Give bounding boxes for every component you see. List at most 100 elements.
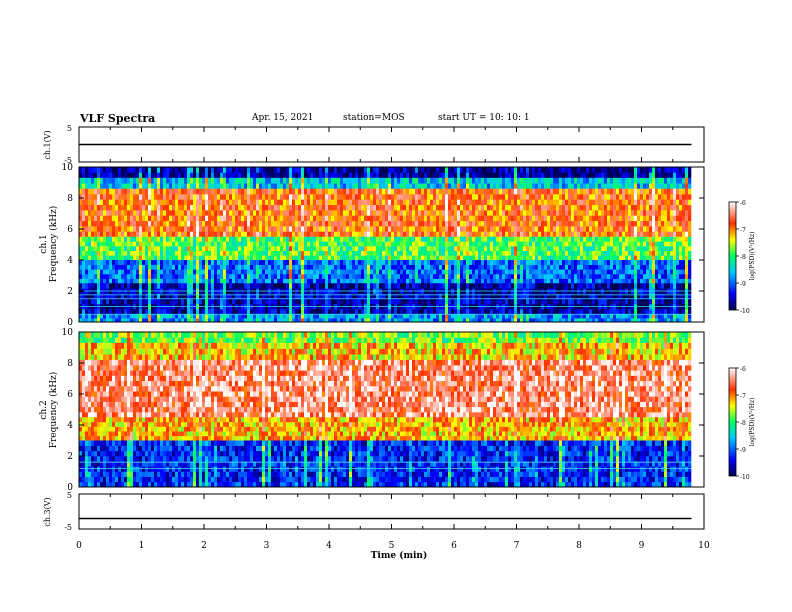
spectrogram-cell	[85, 236, 89, 242]
spectrogram-cell	[232, 293, 236, 300]
spectrogram-cell	[304, 318, 308, 323]
spectrogram-cell	[121, 241, 125, 247]
spectrogram-cell	[415, 255, 419, 261]
spectrogram-cell	[79, 278, 83, 284]
spectrogram-cell	[430, 177, 434, 184]
spectrogram-cell	[388, 255, 392, 261]
spectrogram-cell	[481, 215, 485, 222]
spectrogram-cell	[382, 283, 386, 289]
spectrogram-cell	[130, 204, 134, 211]
spectrogram-cell	[391, 167, 395, 173]
spectrogram-cell	[142, 298, 146, 305]
spectrogram-cell	[523, 283, 527, 289]
spectrogram-cell	[370, 255, 374, 261]
spectrogram-cell	[154, 283, 158, 289]
spectrogram-cell	[88, 318, 92, 323]
spectrogram-cell	[91, 215, 95, 222]
spectrogram-cell	[286, 269, 290, 275]
spectrogram-cell	[502, 204, 506, 211]
spectrogram-cell	[181, 183, 185, 189]
spectrogram-cell	[274, 260, 278, 265]
spectrogram-cell	[226, 318, 230, 323]
spectrogram-cell	[289, 236, 293, 242]
spectrogram-cell	[268, 264, 272, 270]
spectrogram-cell	[268, 199, 272, 206]
spectrogram-cell	[475, 283, 479, 289]
spectrogram-cell	[508, 314, 512, 319]
spectrogram-cell	[535, 309, 539, 315]
spectrogram-cell	[208, 246, 212, 251]
spectrogram-cell	[433, 318, 437, 323]
spectrogram-cell	[364, 269, 368, 275]
spectrogram-cell	[394, 255, 398, 261]
spectrogram-cell	[256, 246, 260, 251]
spectrogram-cell	[430, 188, 434, 195]
spectrogram-cell	[394, 194, 398, 200]
spectrogram-cell	[373, 246, 377, 251]
spectrogram-cell	[166, 210, 170, 216]
spectrogram-cell	[103, 318, 107, 323]
spectrogram-cell	[250, 273, 254, 279]
spectrogram-cell	[97, 167, 101, 173]
spectrogram-cell	[229, 241, 233, 247]
spectrogram-cell	[511, 318, 515, 323]
spectrogram-cell	[91, 210, 95, 216]
spectrogram-cell	[529, 199, 533, 206]
spectrogram-cell	[433, 298, 437, 305]
spectrogram-cell	[460, 220, 464, 227]
spectrogram-cell	[328, 269, 332, 275]
spectrogram-cell	[241, 226, 245, 232]
spectrogram-cell	[448, 250, 452, 256]
spectrogram-cell	[166, 177, 170, 184]
spectrogram-cell	[505, 231, 509, 238]
spectrogram-cell	[265, 188, 269, 195]
spectrogram-cell	[352, 260, 356, 265]
spectrogram-cell	[106, 264, 110, 270]
spectrogram-cell	[127, 241, 131, 247]
spectrogram-cell	[526, 172, 530, 179]
spectrogram-cell	[196, 236, 200, 242]
spectrogram-cell	[547, 260, 551, 265]
spectrogram-cell	[550, 298, 554, 305]
spectrogram-cell	[535, 199, 539, 206]
spectrogram-cell	[397, 298, 401, 305]
spectrogram-cell	[301, 241, 305, 247]
spectrogram-cell	[505, 236, 509, 242]
spectrogram-cell	[226, 167, 230, 173]
spectrogram-cell	[325, 250, 329, 256]
spectrogram-cell	[382, 226, 386, 232]
spectrogram-cell	[115, 194, 119, 200]
spectrogram-cell	[325, 188, 329, 195]
spectrogram-cell	[385, 236, 389, 242]
spectrogram-cell	[202, 309, 206, 315]
spectrogram-cell	[430, 283, 434, 289]
spectrogram-cell	[505, 199, 509, 206]
spectrogram-cell	[109, 226, 113, 232]
spectrogram-cell	[100, 167, 104, 173]
spectrogram-cell	[208, 220, 212, 227]
spectrogram-cell	[553, 255, 557, 261]
spectrogram-cell	[196, 220, 200, 227]
spectrogram-cell	[292, 314, 296, 319]
spectrogram-cell	[121, 293, 125, 300]
spectrogram-cell	[376, 188, 380, 195]
spectrogram-cell	[355, 231, 359, 238]
spectrogram-cell	[163, 250, 167, 256]
spectrogram-cell	[214, 226, 218, 232]
spectrogram-cell	[289, 194, 293, 200]
spectrogram-cell	[550, 167, 554, 173]
spectrogram-cell	[340, 246, 344, 251]
spectrogram-cell	[247, 172, 251, 179]
spectrogram-cell	[199, 260, 203, 265]
spectrogram-cell	[340, 283, 344, 289]
spectrogram-cell	[250, 314, 254, 319]
spectrogram-cell	[307, 250, 311, 256]
spectrogram-cell	[193, 231, 197, 238]
spectrogram-cell	[289, 246, 293, 251]
spectrogram-cell	[292, 318, 296, 323]
spectrogram-cell	[274, 236, 278, 242]
spectrogram-cell	[166, 283, 170, 289]
spectrogram-cell	[520, 273, 524, 279]
spectrogram-cell	[145, 215, 149, 222]
spectrogram-cell	[133, 255, 137, 261]
